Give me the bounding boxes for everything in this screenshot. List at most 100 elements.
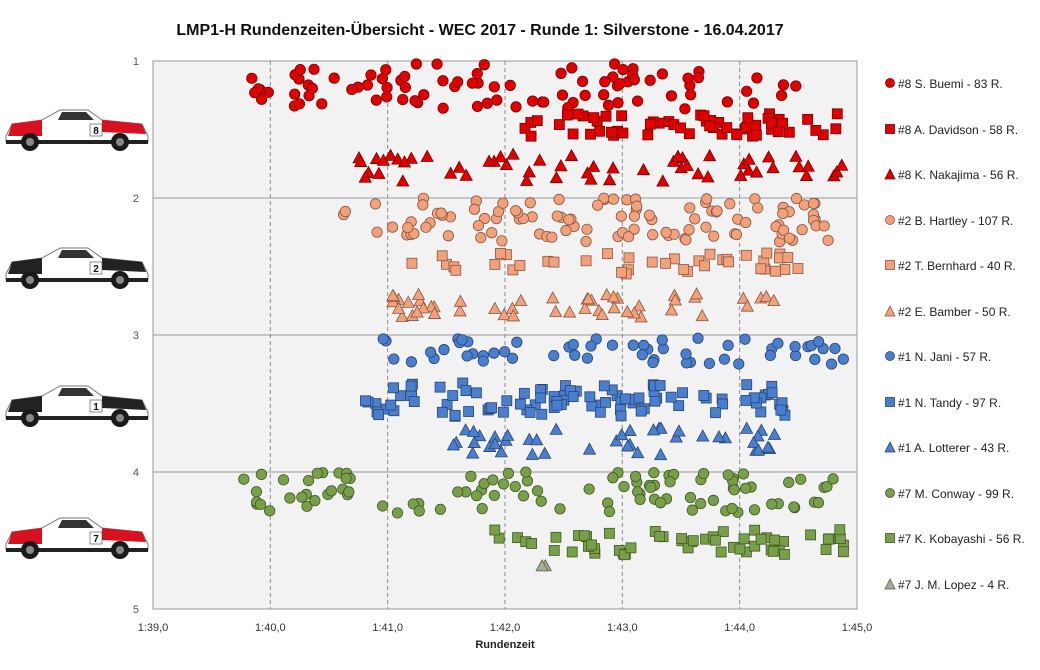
data-point-square [620,393,631,405]
data-point-circle [309,495,321,507]
data-point-triangle [506,309,520,322]
data-point-circle [491,94,503,106]
data-point-circle [680,348,692,360]
legend-label: #8 A. Davidson - 58 R. [898,122,1019,137]
data-point-triangle [535,559,549,572]
data-point-circle [520,466,532,478]
data-point-square [838,546,849,558]
data-point-triangle [636,162,651,176]
data-point-square [731,129,743,141]
data-point-triangle [621,439,635,452]
data-point-circle [311,467,323,479]
legend-marker-icon [885,214,895,225]
data-point-circle [377,500,389,512]
data-point-triangle [740,421,754,434]
data-point-triangle [671,149,685,162]
data-point-square [709,534,721,546]
data-point-circle [548,350,560,362]
data-point-triangle [564,148,579,162]
data-point-triangle [696,429,710,442]
data-point-circle [603,505,616,518]
data-point-circle [452,486,464,498]
data-point-triangle [427,306,442,319]
data-point-triangle [446,438,461,451]
data-point-square [783,126,795,138]
data-point-triangle [581,291,595,305]
data-point-circle [822,234,834,246]
data-point-square [704,248,716,260]
data-point-triangle [514,293,528,307]
data-point-square [635,405,647,417]
data-point-triangle [372,166,386,179]
data-point-circle [479,212,491,225]
data-point-square [460,385,472,397]
data-point-square [740,249,752,261]
data-point-circle [249,87,261,99]
data-point-triangle [548,304,563,317]
car-number: 2 [93,264,99,275]
car-number: 8 [93,126,99,137]
data-point-circle [617,64,629,76]
data-point-circle [602,99,615,111]
data-point-circle [420,221,432,233]
data-point-square [449,409,461,421]
data-point-circle [580,235,592,248]
data-point-circle [607,71,619,83]
data-point-circle [434,503,447,515]
data-point-circle [255,93,268,105]
data-point-circle [783,232,796,244]
data-point-circle [777,224,790,236]
data-point-circle [376,73,388,85]
data-point-circle [684,202,696,214]
data-point-square [373,409,385,421]
x-tick-label: 1:41,0 [372,622,403,634]
data-point-square [767,545,779,557]
data-point-square [548,256,560,268]
data-point-square [742,112,754,124]
legend-marker-icon [885,123,895,134]
data-point-circle [689,213,701,225]
data-point-square [755,533,767,545]
data-point-circle [631,200,643,212]
data-point-triangle [734,168,748,181]
data-point-circle [496,235,508,247]
data-point-circle [524,197,536,209]
data-point-triangle [606,161,620,174]
data-point-triangle [835,158,849,171]
data-point-circle [250,486,263,498]
data-point-triangle [607,300,621,314]
data-point-square [779,548,790,560]
data-point-square [598,380,610,392]
data-point-circle [726,502,738,515]
data-point-circle [553,193,565,205]
data-point-circle [486,227,498,239]
y-tick-label: 5 [133,604,139,616]
data-point-circle [381,91,393,103]
data-point-triangle [482,154,496,167]
data-point-triangle [654,421,668,434]
data-point-circle [692,332,704,344]
data-point-circle [643,209,656,221]
data-point-circle [718,353,731,365]
data-point-triangle [582,442,597,455]
data-point-square [715,546,727,558]
data-point-circle [471,100,484,113]
data-point-square [646,256,658,268]
data-point-circle [437,102,449,114]
data-point-circle [821,480,833,493]
data-point-circle [504,79,516,91]
data-point-square [594,125,605,137]
data-point-triangle [767,427,782,440]
data-point-circle [531,485,544,497]
data-point-square [741,379,753,391]
data-point-circle [685,89,697,101]
data-point-square [717,526,729,538]
data-point-square [749,524,761,536]
legend-marker-icon [885,260,895,270]
data-point-circle [560,224,572,237]
data-point-square [740,395,752,406]
data-point-circle [386,221,399,233]
data-point-triangle [669,430,683,443]
data-point-triangle [691,166,705,180]
data-point-square [778,536,790,547]
